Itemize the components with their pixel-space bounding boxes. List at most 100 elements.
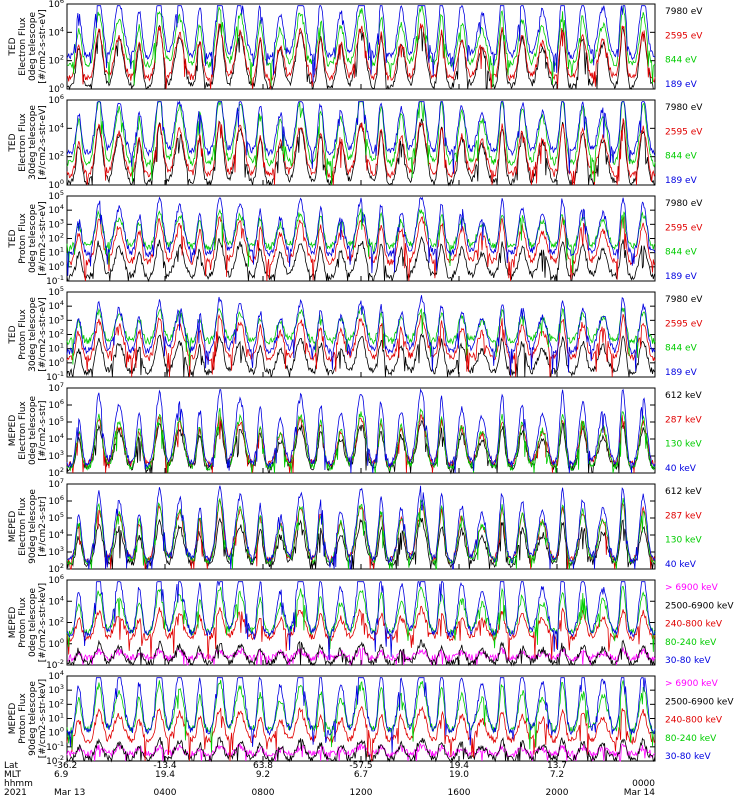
y-tick-label: 100 [48, 637, 64, 650]
y-axis-label-line: Proton Flux [18, 309, 28, 360]
legend-entry: 80-240 keV [665, 638, 717, 648]
series-line-3 [66, 705, 656, 762]
panel-4 [66, 291, 656, 378]
legend-entry: 189 eV [665, 80, 698, 90]
y-tick-label: 104 [48, 594, 64, 607]
x-tick-time: 1200 [350, 788, 373, 798]
y-axis-label-line: 90deg telescope [28, 681, 38, 756]
legend-entry: 844 eV [665, 56, 698, 66]
y-tick-label: 102 [48, 466, 64, 479]
series-line-4 [66, 100, 656, 174]
x-axis-row-label: hhmm [4, 779, 33, 789]
y-tick-label: 103 [48, 545, 64, 558]
series-line-1 [66, 517, 656, 570]
series-line-4 [66, 4, 656, 83]
series-line-4 [66, 388, 656, 474]
y-tick-label: 104 [48, 669, 64, 682]
x-tick-time: Mar 14 [624, 788, 656, 798]
y-axis-label-line: [#/cm2-s-str] [38, 400, 48, 460]
y-axis-label-line: Proton Flux [18, 597, 28, 648]
y-axis-label-line: Electron Flux [18, 401, 28, 460]
y-tick-label: 105 [48, 189, 64, 202]
y-tick-label: 107 [48, 477, 64, 490]
series-line-4 [66, 295, 656, 376]
series-line-2 [66, 23, 656, 90]
y-tick-label: 106 [48, 0, 64, 10]
y-axis-label-line: 0deg telescope [28, 12, 38, 82]
x-tick-mlt: 7.2 [550, 770, 564, 780]
y-tick-label: 104 [48, 528, 64, 541]
panel-2 [66, 99, 656, 187]
y-tick-label: 102 [48, 328, 64, 341]
x-tick-time: 2000 [546, 788, 569, 798]
panel-7 [66, 579, 656, 667]
x-tick-lat: 13.7 [547, 761, 567, 771]
legend-entry: 287 keV [665, 415, 702, 425]
panel-1 [66, 3, 656, 91]
y-tick-label: 103 [48, 313, 64, 326]
legend-entry: 287 keV [665, 511, 702, 521]
y-tick-label: 104 [48, 299, 64, 312]
series-line-5 [66, 580, 656, 661]
x-tick-mlt: 19.0 [449, 770, 469, 780]
y-axis-label-line: [#/cm2-s-str] [38, 496, 48, 556]
y-tick-label: 10-1 [46, 370, 64, 383]
legend-entry: 2595 eV [665, 223, 703, 233]
series-line-2 [66, 118, 656, 186]
y-tick-label: 105 [48, 415, 64, 428]
y-tick-label: 103 [48, 683, 64, 696]
y-tick-label: 103 [48, 449, 64, 462]
y-tick-label: 104 [48, 203, 64, 216]
x-axis-row-label: Lat [4, 761, 19, 771]
y-tick-label: 105 [48, 511, 64, 524]
legend-entry: 2595 eV [665, 127, 703, 137]
y-axis-label-line: TED [8, 229, 18, 248]
y-axis-label-line: Electron Flux [18, 497, 28, 556]
legend-entry: > 6900 keV [665, 679, 719, 689]
legend-entry: 7980 eV [665, 199, 703, 209]
legend-entry: 240-800 keV [665, 620, 723, 630]
y-tick-label: 10-2 [46, 754, 64, 767]
x-tick-lat: -57.5 [349, 761, 372, 771]
x-tick-time: 0400 [154, 788, 177, 798]
y-tick-label: 100 [48, 82, 64, 95]
y-axis-label-line: 30deg telescope [28, 105, 38, 180]
y-tick-label: 102 [48, 54, 64, 67]
y-tick-label: 104 [48, 121, 64, 134]
series-line-4 [66, 485, 656, 570]
panel-8 [66, 675, 656, 763]
panel-6 [66, 483, 656, 570]
y-tick-label: 101 [48, 342, 64, 355]
y-tick-label: 100 [48, 356, 64, 369]
panel-3 [66, 195, 656, 283]
legend-entry: 189 eV [665, 272, 698, 282]
x-tick-time: 1600 [448, 788, 471, 798]
y-tick-label: 104 [48, 432, 64, 445]
legend-entry: 130 keV [665, 536, 702, 546]
series-line-4 [66, 196, 656, 276]
legend-entry: 30-80 keV [665, 752, 711, 762]
y-axis-label-line: [#/cm2-s-str-keV] [38, 679, 48, 758]
y-axis-label-line: Electron Flux [18, 17, 28, 76]
y-axis-label-line: MEPED [8, 511, 18, 543]
y-axis-label-line: [#/cm2-s-str-eV] [38, 297, 48, 372]
legend-entry: 2595 eV [665, 319, 703, 329]
x-tick-mlt: 0000 [632, 779, 655, 789]
y-axis-label-line: [#/cm2-s-str-eV] [38, 105, 48, 180]
legend-entry: 2500-6900 keV [665, 601, 734, 611]
y-tick-label: 102 [48, 232, 64, 245]
y-tick-label: 106 [48, 93, 64, 106]
y-tick-label: 104 [48, 25, 64, 38]
x-tick-mlt: 9.2 [256, 770, 270, 780]
legend-entry: 189 eV [665, 176, 698, 186]
legend-entry: 844 eV [665, 344, 698, 354]
y-axis-label-line: Electron Flux [18, 113, 28, 172]
x-tick-lat: 63.8 [253, 761, 273, 771]
y-tick-label: 10-2 [46, 658, 64, 671]
series-line-5 [66, 676, 656, 753]
y-axis-label-line: TED [8, 325, 18, 344]
y-axis-label-line: 90deg telescope [28, 489, 38, 564]
legend-entry: 240-800 keV [665, 716, 723, 726]
y-tick-label: 10-1 [46, 274, 64, 287]
